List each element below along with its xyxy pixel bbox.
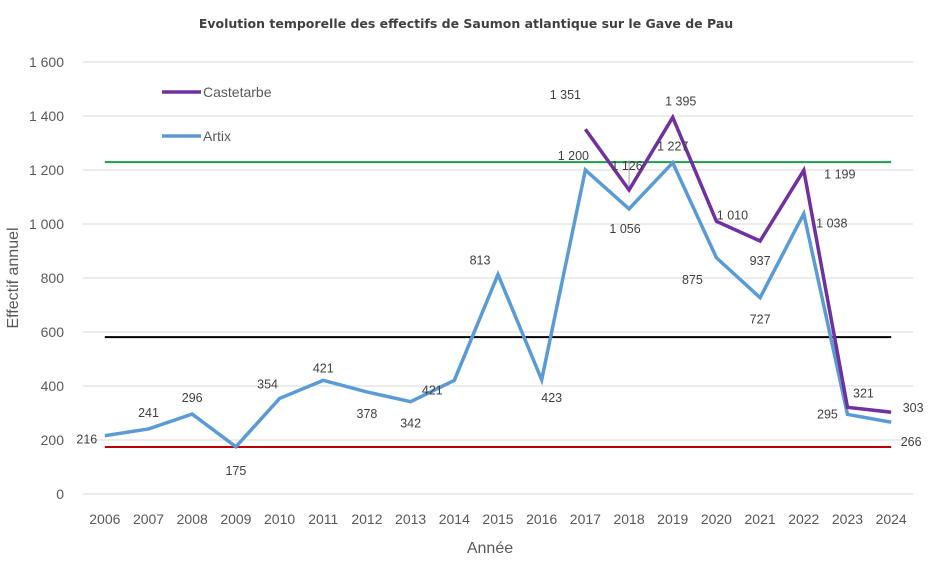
x-axis-title: Année: [467, 540, 513, 557]
y-tick-label: 600: [41, 324, 65, 340]
data-label-artix: 342: [400, 417, 421, 431]
reference-lines: [104, 161, 892, 449]
series-line-castetarbe: [583, 113, 892, 414]
data-label-artix: 875: [682, 273, 703, 287]
x-tick-label: 2014: [439, 511, 470, 527]
x-tick-label: 2012: [351, 511, 382, 527]
data-label-castetarbe: 303: [903, 401, 924, 415]
legend-label-castetarbe: Castetarbe: [203, 84, 272, 100]
data-label-artix: 727: [750, 313, 771, 327]
x-tick-label: 2021: [745, 511, 776, 527]
data-label-castetarbe: 1 199: [824, 167, 855, 181]
x-tick-label: 2017: [570, 511, 601, 527]
x-tick-label: 2019: [657, 511, 688, 527]
data-labels: 1 351 1 126 1 395 1 010 937 1 199 321 303 216 241…: [76, 88, 923, 478]
x-tick-label: 2009: [220, 511, 251, 527]
series-line-artix: [104, 159, 892, 450]
x-tick-label: 2023: [832, 511, 863, 527]
x-tick-label: 2015: [482, 511, 513, 527]
data-label-castetarbe: 321: [853, 386, 874, 400]
y-tick-label: 1 200: [29, 162, 64, 178]
data-label-castetarbe: 1 351: [550, 88, 581, 102]
x-tick-label: 2010: [264, 511, 295, 527]
x-tick-label: 2016: [526, 511, 557, 527]
x-tick-label: 2006: [89, 511, 120, 527]
data-label-artix: 1 200: [558, 149, 589, 163]
x-tick-label: 2007: [133, 511, 164, 527]
y-tick-label: 1 000: [29, 216, 64, 232]
data-label-artix: 423: [541, 391, 562, 405]
data-label-castetarbe: 1 010: [717, 208, 748, 222]
y-tick-label: 400: [41, 378, 65, 394]
x-tick-label: 2018: [613, 511, 644, 527]
data-label-artix: 241: [138, 406, 159, 420]
y-axis-ticks: 0 200 400 600 800 1 000 1 200 1 400 1 600: [29, 54, 64, 502]
data-label-castetarbe: 937: [750, 254, 771, 268]
legend-label-artix: Artix: [203, 128, 231, 144]
y-axis-title: Effectif annuel: [5, 227, 22, 328]
data-label-artix: 1 056: [609, 222, 640, 236]
data-label-artix: 216: [76, 433, 97, 447]
data-label-artix: 266: [901, 435, 922, 449]
x-tick-label: 2013: [395, 511, 426, 527]
data-label-artix: 378: [357, 407, 378, 421]
data-label-castetarbe: 1 126: [611, 159, 642, 173]
x-tick-label: 2008: [177, 511, 208, 527]
data-label-artix: 175: [225, 464, 246, 478]
y-tick-label: 1 600: [29, 54, 64, 70]
series-lines: [104, 113, 892, 450]
data-label-artix: 1 227: [657, 140, 688, 154]
y-tick-label: 1 400: [29, 108, 64, 124]
data-label-artix: 295: [817, 407, 838, 421]
data-label-artix: 421: [422, 383, 443, 397]
y-tick-label: 800: [41, 270, 65, 286]
data-label-artix: 813: [470, 253, 491, 267]
x-tick-label: 2020: [701, 511, 732, 527]
data-label-artix: 354: [257, 377, 278, 391]
x-tick-label: 2024: [876, 511, 907, 527]
data-label-artix: 1 038: [816, 217, 847, 231]
data-label-castetarbe: 1 395: [665, 94, 696, 108]
chart-title: Evolution temporelle des effectifs de Sa…: [199, 16, 733, 31]
data-label-artix: 296: [182, 391, 203, 405]
y-tick-label: 200: [41, 432, 65, 448]
y-tick-label: 0: [56, 486, 64, 502]
x-tick-label: 2022: [788, 511, 819, 527]
legend: Castetarbe Artix: [162, 84, 272, 144]
x-axis-ticks: 2006 2007 2008 2009 2010 2011 2012 2013 2014 2015…: [89, 511, 907, 527]
x-tick-label: 2011: [308, 511, 338, 527]
data-label-artix: 421: [313, 361, 334, 375]
